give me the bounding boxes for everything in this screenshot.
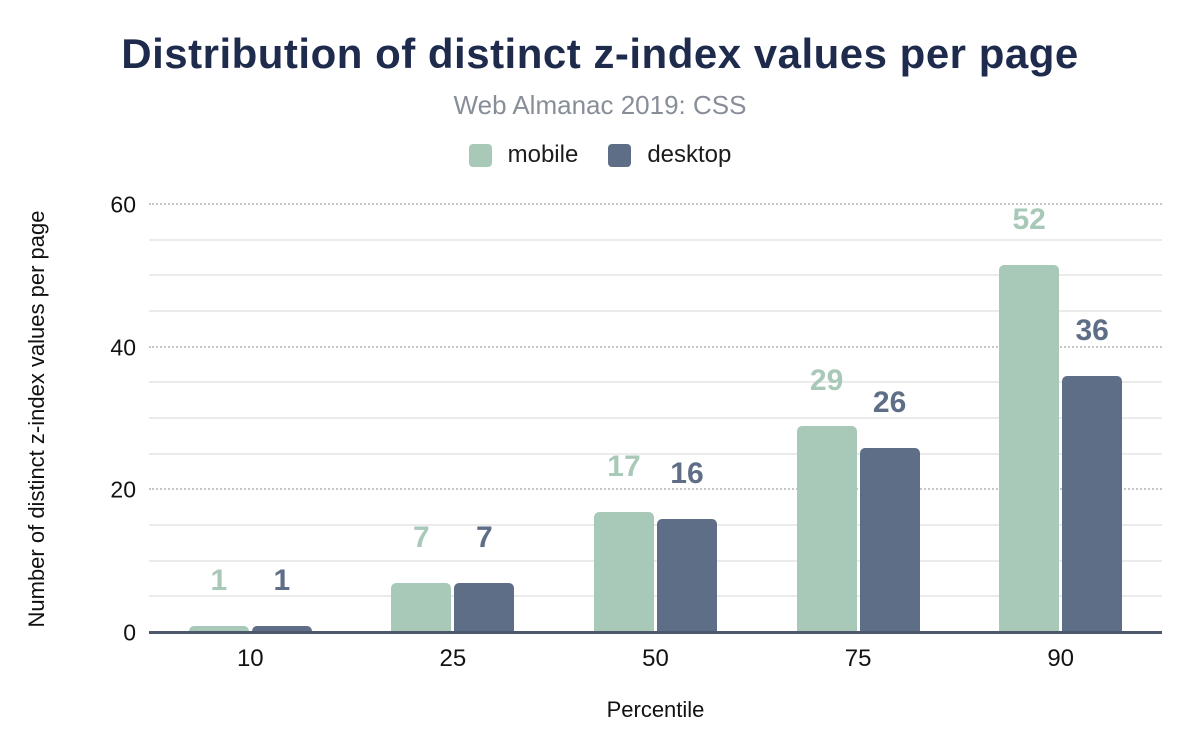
bar-mobile-25 (391, 583, 452, 633)
x-axis-title: Percentile (606, 697, 705, 722)
legend-label-mobile: mobile (507, 141, 579, 168)
bar-value-label-desktop-75: 26 (872, 385, 907, 419)
bar-mobile-75 (796, 426, 857, 633)
bar-value-label-mobile-25: 7 (413, 521, 430, 555)
bar-value-label-desktop-10: 1 (273, 563, 291, 597)
legend-label-desktop: desktop (647, 141, 732, 168)
minor-gridline-10 (149, 559, 1162, 562)
bar-col-mobile-75: 29 (796, 205, 857, 633)
bar-value-label-mobile-50: 17 (607, 449, 641, 483)
bar-col-desktop-90: 36 (1062, 205, 1123, 633)
y-axis-ticks: 0 20 40 60 (0, 192, 136, 646)
bar-value-label-mobile-90: 52 (1012, 203, 1046, 236)
minor-gridline-15 (149, 524, 1162, 526)
bar-desktop-75 (859, 447, 920, 633)
x-tick-label-50: 50 (642, 645, 669, 672)
bar-col-desktop-50: 16 (656, 205, 717, 633)
bar-col-mobile-10: 1 (188, 205, 249, 633)
x-axis-line (149, 631, 1162, 634)
bar-mobile-50 (593, 511, 654, 633)
desktop-swatch-icon (608, 143, 632, 167)
minor-gridline-50 (149, 274, 1162, 277)
bar-value-label-desktop-25: 7 (476, 521, 493, 555)
bar-desktop-25 (454, 583, 515, 633)
legend-item-mobile: mobile (468, 141, 579, 169)
minor-gridline-30 (149, 417, 1162, 419)
x-tick-label-10: 10 (236, 645, 264, 672)
minor-gridline-5 (149, 595, 1162, 598)
bar-value-label-mobile-10: 1 (210, 563, 228, 597)
major-gridline-60 (149, 203, 1162, 205)
x-tick-label-25: 25 (439, 645, 467, 672)
bar-value-label-mobile-75: 29 (809, 364, 844, 398)
bar-col-desktop-10: 1 (251, 205, 312, 633)
x-axis-ticks: 10 25 50 75 90 (149, 645, 1162, 673)
chart-subtitle: Web Almanac 2019: CSS (453, 90, 747, 120)
minor-gridline-35 (149, 381, 1162, 384)
y-tick-label-20: 20 (110, 476, 136, 503)
bar-group-75: 29 26 (757, 205, 960, 633)
x-tick-label-75: 75 (844, 645, 872, 672)
bar-value-label-desktop-50: 16 (670, 456, 704, 490)
bar-mobile-10 (188, 625, 249, 633)
bar-group-50: 17 16 (554, 205, 757, 633)
bar-mobile-90 (999, 265, 1060, 633)
minor-gridline-45 (149, 310, 1162, 312)
bar-desktop-90 (1062, 376, 1123, 633)
bar-col-desktop-25: 7 (454, 205, 515, 633)
x-tick-label-90: 90 (1047, 645, 1075, 672)
bar-col-mobile-50: 17 (593, 205, 654, 633)
legend-item-desktop: desktop (608, 141, 731, 169)
minor-gridline-55 (149, 238, 1162, 241)
minor-gridline-25 (149, 452, 1162, 455)
bar-value-label-desktop-90: 36 (1075, 314, 1109, 348)
major-gridline-20 (149, 488, 1162, 491)
bar-col-mobile-25: 7 (391, 205, 452, 633)
bar-group-90: 52 36 (959, 205, 1162, 633)
bar-col-desktop-75: 26 (859, 205, 920, 633)
y-tick-label-40: 40 (110, 334, 136, 361)
mobile-swatch-icon (468, 143, 492, 167)
chart-title: Distribution of distinct z-index values … (121, 30, 1079, 77)
plot-area: 1 1 7 7 17 16 29 26 52 36 (149, 203, 1162, 634)
bar-col-mobile-90: 52 (999, 203, 1060, 633)
bar-desktop-10 (251, 625, 312, 633)
major-gridline-40 (149, 345, 1162, 348)
bar-desktop-50 (656, 518, 717, 633)
y-tick-label-60: 60 (110, 191, 136, 218)
y-tick-label-0: 0 (123, 619, 136, 646)
legend: mobile desktop (0, 141, 1200, 169)
